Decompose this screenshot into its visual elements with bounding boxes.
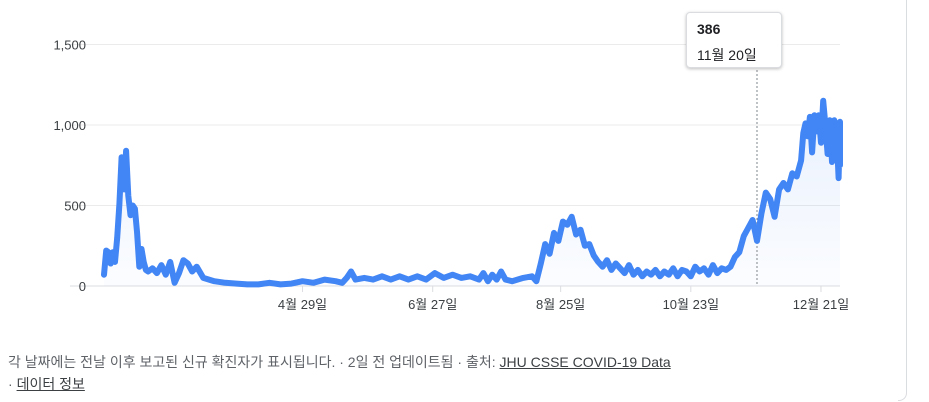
cases-chart[interactable]: 1,500 1,000 500 0 4월 29일 6월 27일 8월 25일 10월 23일… bbox=[0, 0, 929, 330]
x-tick-label: 4월 29일 bbox=[278, 297, 327, 312]
y-tick-label: 500 bbox=[64, 199, 86, 214]
chart-footer: 각 날짜에는 전날 이후 보고된 신규 확진자가 표시됩니다. · 2일 전 업… bbox=[8, 351, 888, 395]
footer-note: 각 날짜에는 전날 이후 보고된 신규 확진자가 표시됩니다. · 2일 전 업… bbox=[8, 354, 500, 370]
hover-tooltip: 386 11월 20일 bbox=[686, 12, 782, 68]
y-tick-label: 0 bbox=[79, 279, 86, 294]
data-info-link[interactable]: 데이터 정보 bbox=[16, 376, 85, 392]
series-area bbox=[104, 100, 840, 286]
x-tick-label: 6월 27일 bbox=[408, 297, 457, 312]
x-tick-label: 10월 23일 bbox=[663, 297, 719, 312]
source-link[interactable]: JHU CSSE COVID-19 Data bbox=[499, 354, 671, 370]
tooltip-date: 11월 20일 bbox=[697, 47, 757, 63]
y-tick-label: 1,500 bbox=[53, 38, 86, 53]
tooltip-value: 386 bbox=[697, 21, 721, 37]
series-line[interactable] bbox=[101, 97, 843, 288]
x-tick-label: 12월 21일 bbox=[793, 297, 849, 312]
footer-separator: · bbox=[8, 376, 17, 392]
x-tick-label: 8월 25일 bbox=[536, 297, 585, 312]
y-tick-label: 1,000 bbox=[53, 118, 86, 133]
